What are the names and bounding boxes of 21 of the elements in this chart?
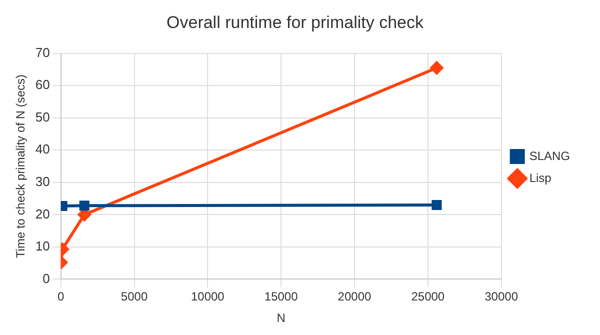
y-tick-label: 60	[35, 77, 50, 92]
y-tick-label: 10	[35, 238, 50, 254]
x-tick-label: 15000	[264, 290, 298, 304]
y-tick-label: 30	[35, 174, 50, 190]
x-tick-label: 10000	[190, 290, 225, 304]
point	[432, 200, 442, 210]
x-axis-title: N	[276, 311, 286, 326]
x-tick-label: 0	[58, 290, 65, 304]
y-tick-label: 20	[35, 206, 50, 222]
x-tick-label: 20000	[338, 290, 372, 304]
y-tick-label: 0	[42, 270, 50, 286]
y-axis-title: Time to check primality of N (secs)	[14, 74, 28, 258]
y-tick-label: 40	[35, 142, 50, 157]
legend-label: Lisp	[529, 170, 552, 185]
x-tick-label: 5000	[120, 290, 148, 304]
chart-title: Overall runtime for primality check	[166, 12, 424, 32]
y-tick-label: 50	[35, 109, 50, 124]
x-tick-label: 30000	[484, 290, 518, 304]
x-tick-label: 25000	[411, 290, 445, 304]
legend-label: SLANG	[529, 148, 570, 163]
y-tick-label: 70	[35, 44, 50, 60]
